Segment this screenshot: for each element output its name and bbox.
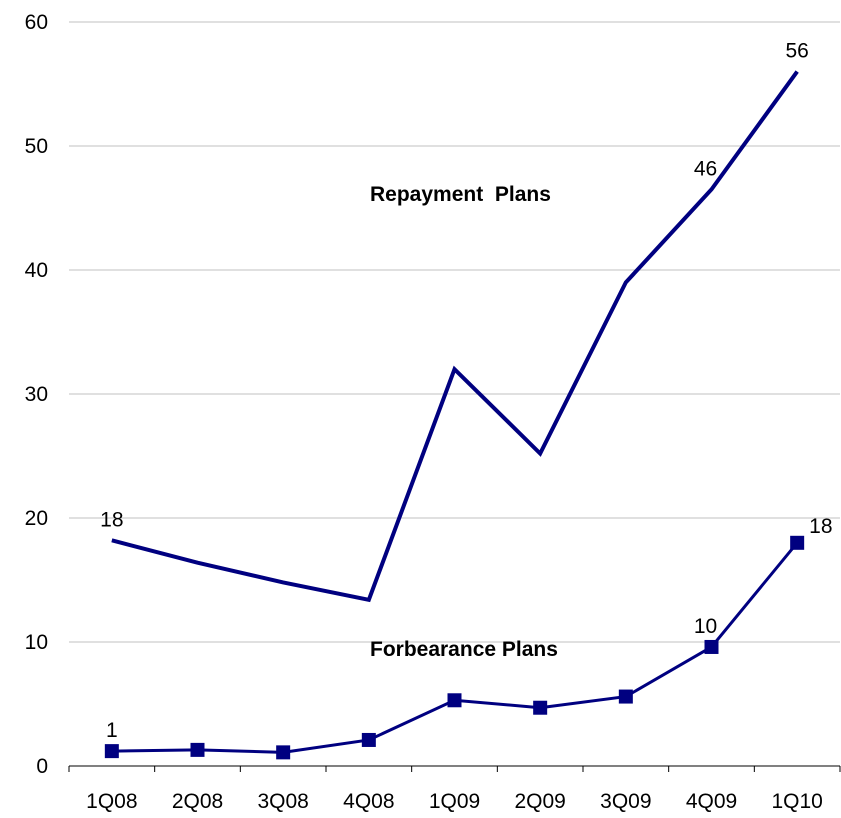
x-axis-tick-labels: 1Q08 2Q08 3Q08 4Q08 1Q09 2Q09 3Q09 4Q09 1Q10 xyxy=(86,790,823,813)
x-tick-label: 4Q09 xyxy=(686,790,737,813)
data-label: 56 xyxy=(785,40,808,63)
data-labels: 18 46 56 1 10 18 xyxy=(100,40,832,743)
x-tick-label: 4Q08 xyxy=(343,790,394,813)
x-tick-label: 3Q08 xyxy=(257,790,308,813)
series-marker xyxy=(447,693,462,708)
series-line-0 xyxy=(111,70,799,603)
y-tick-label: 0 xyxy=(36,755,48,778)
series-marker xyxy=(618,689,633,704)
y-tick-label: 10 xyxy=(25,631,48,654)
data-label: 1 xyxy=(106,719,118,742)
x-tick-label: 3Q09 xyxy=(600,790,651,813)
data-label: 46 xyxy=(694,157,717,180)
gridlines xyxy=(69,21,840,643)
y-tick-label: 60 xyxy=(25,11,48,34)
y-tick-label: 40 xyxy=(25,259,48,282)
series-group xyxy=(104,70,805,760)
y-tick-label: 50 xyxy=(25,135,48,158)
series-marker xyxy=(104,744,119,759)
series-label-repayment-plans: Repayment Plans xyxy=(370,183,551,206)
data-label: 18 xyxy=(100,508,123,531)
y-axis-tick-labels: 0 10 20 30 40 50 60 xyxy=(25,11,48,778)
x-tick-label: 1Q10 xyxy=(771,790,822,813)
data-label: 10 xyxy=(694,615,717,638)
x-tick-label: 2Q08 xyxy=(172,790,223,813)
series-marker xyxy=(533,700,548,715)
series-marker xyxy=(790,535,805,550)
series-label-forbearance-plans: Forbearance Plans xyxy=(370,638,558,661)
axes xyxy=(68,765,841,772)
y-tick-label: 30 xyxy=(25,383,48,406)
x-tick-label: 2Q09 xyxy=(514,790,565,813)
y-tick-label: 20 xyxy=(25,507,48,530)
x-tick-label: 1Q09 xyxy=(429,790,480,813)
x-tick-label: 1Q08 xyxy=(86,790,137,813)
series-marker xyxy=(276,745,291,760)
data-label: 18 xyxy=(809,515,832,538)
series-marker xyxy=(190,742,205,757)
series-marker xyxy=(361,732,376,747)
series-marker xyxy=(704,639,719,654)
